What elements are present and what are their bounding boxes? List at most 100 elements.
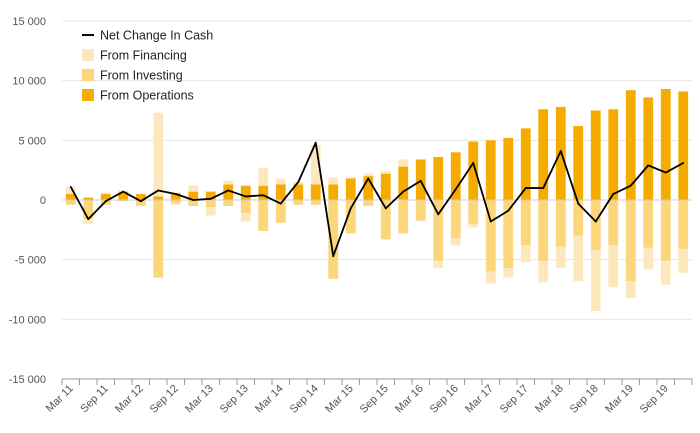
from-financing-bar xyxy=(223,180,234,185)
from-financing-bar xyxy=(275,178,286,185)
from-investing-bar xyxy=(485,200,496,272)
from-operations-bar xyxy=(223,184,234,200)
x-tick-label: Mar 12 xyxy=(113,383,146,416)
x-tick-label: Sep 13 xyxy=(218,383,251,416)
x-tick-label: Mar 19 xyxy=(603,383,636,416)
from-investing-bar xyxy=(433,200,444,261)
from-financing-bar xyxy=(625,281,636,298)
net-change-point xyxy=(139,200,142,203)
net-change-point xyxy=(174,193,177,195)
net-change-point xyxy=(542,187,545,189)
from-financing-bar xyxy=(538,260,549,283)
from-operations-bar xyxy=(275,184,286,200)
from-operations-bar xyxy=(205,191,216,200)
from-financing-bar xyxy=(258,167,269,186)
from-investing-bar xyxy=(363,200,374,206)
from-operations-bar xyxy=(503,137,514,200)
net-change-point xyxy=(384,207,387,210)
from-financing-bar xyxy=(608,245,619,288)
net-change-point xyxy=(489,220,492,223)
from-investing-bar xyxy=(83,200,94,220)
bars xyxy=(65,89,689,311)
from-operations-bar xyxy=(188,191,199,200)
from-investing-bar xyxy=(328,200,339,279)
from-financing-bar xyxy=(310,145,321,185)
from-operations-bar xyxy=(65,194,76,200)
from-investing-bar xyxy=(275,200,286,223)
from-financing-bar xyxy=(503,268,514,278)
from-investing-bar xyxy=(503,200,514,269)
from-financing-bar xyxy=(660,260,671,285)
from-operations-bar xyxy=(240,185,251,200)
from-financing-bar xyxy=(485,271,496,284)
legend-color-swatch xyxy=(82,89,94,101)
from-investing-bar xyxy=(153,200,164,278)
from-financing-bar xyxy=(450,238,461,246)
net-change-point xyxy=(612,193,615,195)
from-operations-bar xyxy=(678,91,689,200)
net-change-point xyxy=(419,180,422,182)
legend-label: From Investing xyxy=(100,69,183,83)
net-change-point xyxy=(647,164,650,167)
net-change-point xyxy=(209,197,212,200)
from-operations-bar xyxy=(258,185,269,200)
from-investing-bar xyxy=(205,200,216,208)
net-change-point xyxy=(69,185,72,188)
from-investing-bar xyxy=(573,200,584,236)
net-change-point xyxy=(594,220,597,223)
from-investing-bar xyxy=(660,200,671,261)
from-operations-bar xyxy=(608,109,619,200)
from-financing-bar xyxy=(678,248,689,273)
from-operations-bar xyxy=(83,197,94,200)
from-investing-bar xyxy=(555,200,566,247)
x-tick-label: Sep 16 xyxy=(428,383,461,416)
y-tick-label: 10 000 xyxy=(12,76,46,88)
from-operations-bar xyxy=(293,184,304,200)
net-change-point xyxy=(507,209,510,212)
from-investing-bar xyxy=(293,200,304,205)
from-operations-bar xyxy=(415,159,426,200)
from-investing-bar xyxy=(520,200,531,246)
from-operations-bar xyxy=(153,196,164,200)
from-operations-bar xyxy=(538,109,549,200)
legend-label: From Financing xyxy=(100,49,187,63)
from-financing-bar xyxy=(433,260,444,269)
from-financing-bar xyxy=(415,220,426,222)
legend-label: Net Change In Cash xyxy=(100,29,213,43)
net-change-point xyxy=(104,200,107,203)
net-change-point xyxy=(227,189,230,192)
net-change-point xyxy=(524,187,527,189)
x-tick-label: Mar 13 xyxy=(183,383,216,416)
from-investing-bar xyxy=(450,200,461,239)
from-financing-bar xyxy=(153,112,164,197)
from-investing-bar xyxy=(188,200,199,206)
x-tick-label: Mar 16 xyxy=(393,383,426,416)
net-change-point xyxy=(472,162,475,164)
from-operations-bar xyxy=(398,166,409,200)
from-financing-bar xyxy=(240,213,251,222)
x-tick-label: Sep 15 xyxy=(358,383,391,416)
net-change-point xyxy=(122,190,125,193)
from-operations-bar xyxy=(380,173,391,200)
legend-color-swatch xyxy=(82,49,94,61)
from-investing-bar xyxy=(538,200,549,261)
x-tick-label: Mar 14 xyxy=(253,383,286,416)
net-change-point xyxy=(454,188,457,191)
from-operations-bar xyxy=(625,90,636,200)
net-change-point xyxy=(664,171,667,174)
from-financing-bar xyxy=(205,207,216,216)
net-change-point xyxy=(244,195,247,198)
from-operations-bar xyxy=(100,194,111,200)
y-tick-label: 5 000 xyxy=(18,135,46,147)
from-investing-bar xyxy=(118,200,129,202)
from-operations-bar xyxy=(450,152,461,200)
net-change-line xyxy=(69,141,684,257)
net-change-line-layer xyxy=(69,141,685,257)
from-financing-bar xyxy=(555,246,566,269)
from-operations-bar xyxy=(118,191,129,200)
x-tick-label: Sep 11 xyxy=(78,383,111,416)
from-financing-bar xyxy=(590,250,601,311)
from-financing-bar xyxy=(345,177,356,179)
from-financing-bar xyxy=(100,192,111,195)
legend-label: From Operations xyxy=(100,89,194,103)
